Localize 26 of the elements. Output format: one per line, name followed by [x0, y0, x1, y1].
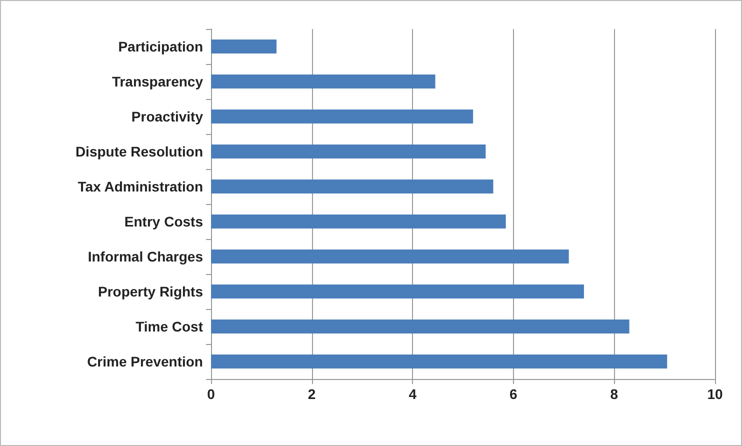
x-tick-label: 0	[207, 386, 216, 402]
y-tick-label: Tax Administration	[78, 178, 203, 194]
x-tick-label: 2	[308, 386, 316, 402]
y-tick-label: Informal Charges	[88, 248, 204, 264]
bar	[211, 110, 474, 124]
x-tick-label: 8	[610, 386, 618, 402]
bar	[211, 320, 630, 334]
bar	[211, 284, 584, 298]
y-tick-label: Crime Prevention	[87, 354, 203, 370]
bar	[211, 214, 506, 228]
y-tick-label: Proactivity	[131, 108, 204, 124]
y-tick-label: Entry Costs	[124, 214, 204, 230]
x-tick-label: 4	[408, 386, 417, 402]
bar	[211, 40, 277, 54]
bar	[211, 180, 494, 194]
y-tick-label: Dispute Resolution	[75, 144, 203, 160]
x-tick-label: 6	[510, 386, 518, 402]
y-tick-label: Property Rights	[98, 284, 204, 300]
y-tick-label: Time Cost	[136, 318, 204, 334]
bar	[211, 144, 486, 158]
y-tick-label: Transparency	[112, 74, 204, 90]
bar	[211, 354, 668, 368]
y-tick-label: Participation	[118, 38, 203, 54]
bar	[211, 250, 569, 264]
x-tick-label: 10	[707, 386, 723, 402]
bar	[211, 74, 436, 88]
